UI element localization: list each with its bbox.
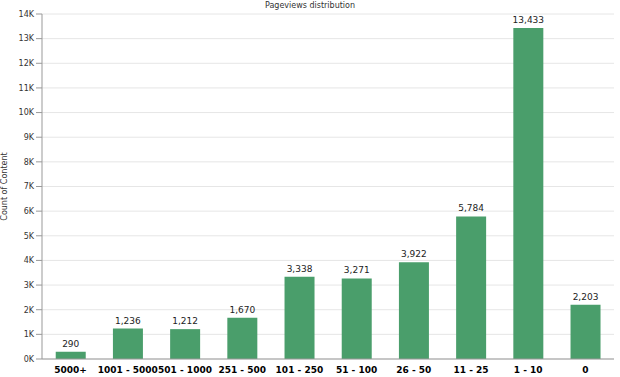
svg-text:501 - 1000: 501 - 1000 bbox=[158, 365, 212, 375]
html-text:Pageviews distribution: Pageviews distribution bbox=[265, 1, 355, 10]
svg-text:3,922: 3,922 bbox=[401, 249, 427, 259]
svg-text:14K: 14K bbox=[19, 10, 35, 19]
svg-text:9K: 9K bbox=[24, 133, 35, 142]
svg-text:101 - 250: 101 - 250 bbox=[276, 365, 324, 375]
svg-text:51 - 100: 51 - 100 bbox=[336, 365, 377, 375]
svg-text:Count of Content: Count of Content bbox=[8, 152, 9, 220]
svg-text:8K: 8K bbox=[24, 158, 35, 167]
svg-text:1,236: 1,236 bbox=[115, 316, 141, 326]
svg-text:0K: 0K bbox=[24, 355, 35, 364]
svg-text:11 - 25: 11 - 25 bbox=[453, 365, 488, 375]
svg-text:5,784: 5,784 bbox=[458, 203, 484, 213]
svg-text:2K: 2K bbox=[24, 306, 35, 315]
svg-text:1K: 1K bbox=[24, 330, 35, 339]
svg-text:1001 - 5000: 1001 - 5000 bbox=[98, 365, 158, 375]
svg-text:10K: 10K bbox=[19, 108, 35, 117]
svg-text:2,203: 2,203 bbox=[573, 292, 599, 302]
svg-text:1,670: 1,670 bbox=[229, 305, 255, 315]
svg-text:290: 290 bbox=[62, 339, 79, 349]
svg-text:26 - 50: 26 - 50 bbox=[396, 365, 431, 375]
svg-text:3K: 3K bbox=[24, 281, 35, 290]
svg-text:0: 0 bbox=[582, 365, 588, 375]
svg-text:13,433: 13,433 bbox=[513, 15, 545, 25]
svg-text:5000+: 5000+ bbox=[54, 365, 87, 375]
svg-text:1 - 10: 1 - 10 bbox=[514, 365, 543, 375]
svg-text:6K: 6K bbox=[24, 207, 35, 216]
svg-text:7K: 7K bbox=[24, 182, 35, 191]
svg-text:5K: 5K bbox=[24, 232, 35, 241]
svg-text:11K: 11K bbox=[19, 84, 35, 93]
svg-text:251 - 500: 251 - 500 bbox=[218, 365, 266, 375]
svg-text:4K: 4K bbox=[24, 256, 35, 265]
svg-text:3,338: 3,338 bbox=[287, 264, 313, 274]
svg-text:12K: 12K bbox=[19, 59, 35, 68]
svg-text:3,271: 3,271 bbox=[344, 265, 370, 275]
svg-text:13K: 13K bbox=[19, 34, 35, 43]
svg-text:1,212: 1,212 bbox=[172, 316, 198, 326]
